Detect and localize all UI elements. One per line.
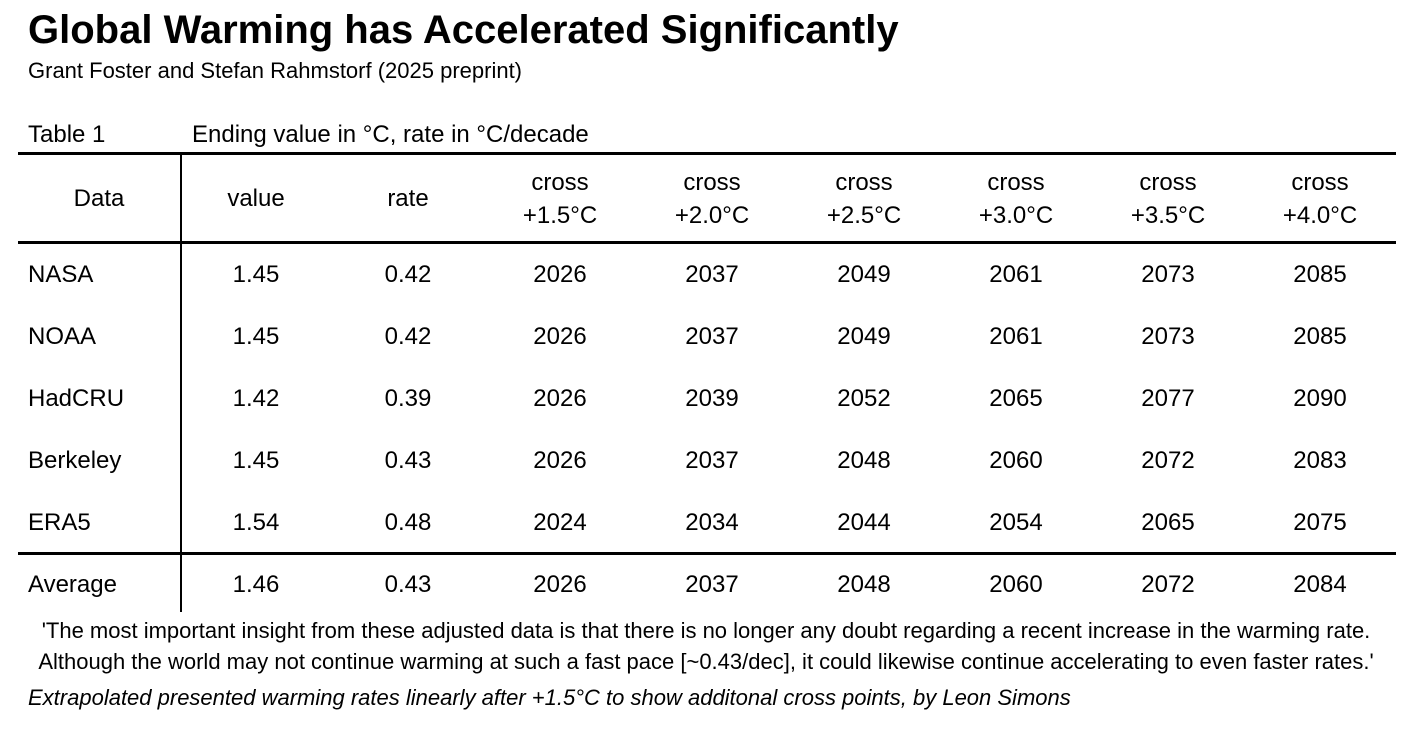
quote-line: 'The most important insight from these a… <box>41 618 1371 643</box>
data-cell: 1.42 <box>232 385 280 412</box>
data-cell: 2075 <box>1293 509 1347 536</box>
data-cell: 0.39 <box>384 385 432 412</box>
column-header-text: value <box>227 185 285 212</box>
column-header-text: cross <box>1139 168 1197 196</box>
data-cell: 2037 <box>685 323 739 350</box>
row-label: NOAA <box>28 323 97 350</box>
column-header-text: cross <box>531 168 589 196</box>
data-cell: 2060 <box>989 447 1043 474</box>
table-row-average: Average 1.46 0.43 2026 2037 2048 2060 20… <box>18 556 1396 614</box>
column-header-text: +3.0°C <box>978 201 1054 229</box>
data-cell: 2034 <box>685 509 739 536</box>
table-row: HadCRU 1.42 0.39 2026 2039 2052 2065 2077 2090 <box>18 368 1396 430</box>
column-header-data: Data <box>18 182 180 215</box>
table-body: NASA 1.45 0.42 2026 2037 2049 2061 2073 2085 NOAA… <box>18 244 1396 554</box>
data-cell: 2026 <box>533 447 587 474</box>
data-cell: 2083 <box>1293 447 1347 474</box>
column-header-value: value <box>180 182 332 215</box>
column-header-text: Data <box>73 185 125 212</box>
data-cell: 2052 <box>837 385 891 412</box>
column-header-cross-1-5: cross +1.5°C <box>484 166 636 232</box>
column-header-text: +2.5°C <box>826 201 902 229</box>
data-cell: 2049 <box>837 323 891 350</box>
rule-above-average <box>18 552 1396 555</box>
data-cell: 2090 <box>1293 385 1347 412</box>
data-cell: 2024 <box>533 509 587 536</box>
row-label: NASA <box>28 261 94 288</box>
table-vertical-divider <box>180 155 182 612</box>
column-header-text: +3.5°C <box>1130 201 1206 229</box>
column-header-text: cross <box>683 168 741 196</box>
data-cell: 2048 <box>837 571 891 598</box>
row-label: Average <box>28 571 117 598</box>
data-cell: 2054 <box>989 509 1043 536</box>
rule-below-header <box>18 241 1396 244</box>
data-cell: 0.43 <box>384 447 432 474</box>
column-header-text: +1.5°C <box>522 201 598 229</box>
data-cell: 2044 <box>837 509 891 536</box>
data-cell: 2065 <box>1141 509 1195 536</box>
data-cell: 2039 <box>685 385 739 412</box>
data-cell: 1.45 <box>232 323 280 350</box>
column-header-text: +4.0°C <box>1282 201 1358 229</box>
data-cell: 2026 <box>533 323 587 350</box>
data-cell: 1.46 <box>232 571 280 598</box>
footnote: Extrapolated presented warming rates lin… <box>28 685 1071 710</box>
data-cell: 2048 <box>837 447 891 474</box>
table-row: Berkeley 1.45 0.43 2026 2037 2048 2060 2072 2083 <box>18 430 1396 492</box>
quote-block: 'The most important insight from these a… <box>0 615 1412 677</box>
table-row: ERA5 1.54 0.48 2024 2034 2044 2054 2065 2075 <box>18 492 1396 554</box>
data-cell: 2026 <box>533 261 587 288</box>
data-cell: 2072 <box>1141 447 1195 474</box>
table-row: NASA 1.45 0.42 2026 2037 2049 2061 2073 2085 <box>18 244 1396 306</box>
data-cell: 0.48 <box>384 509 432 536</box>
column-header-rate: rate <box>332 182 484 215</box>
data-cell: 2037 <box>685 447 739 474</box>
data-cell: 2084 <box>1293 571 1347 598</box>
table-label: Table 1 <box>28 121 106 148</box>
row-label: ERA5 <box>28 509 91 536</box>
data-cell: 2077 <box>1141 385 1195 412</box>
column-header-cross-2-5: cross +2.5°C <box>788 166 940 232</box>
data-cell: 2073 <box>1141 323 1195 350</box>
data-cell: 2085 <box>1293 323 1347 350</box>
data-cell: 2061 <box>989 261 1043 288</box>
data-cell: 1.54 <box>232 509 280 536</box>
data-cell: 2061 <box>989 323 1043 350</box>
data-cell: 2026 <box>533 385 587 412</box>
data-cell: 2072 <box>1141 571 1195 598</box>
data-cell: 2049 <box>837 261 891 288</box>
column-header-text: cross <box>987 168 1045 196</box>
column-header-cross-3-5: cross +3.5°C <box>1092 166 1244 232</box>
data-cell: 1.45 <box>232 447 280 474</box>
data-cell: 2073 <box>1141 261 1195 288</box>
data-cell: 0.43 <box>384 571 432 598</box>
data-cell: 2037 <box>685 571 739 598</box>
data-cell: 2026 <box>533 571 587 598</box>
data-cell: 0.42 <box>384 323 432 350</box>
column-header-text: rate <box>387 185 429 212</box>
rule-top <box>18 152 1396 155</box>
column-header-text: cross <box>1291 168 1349 196</box>
column-header-cross-2-0: cross +2.0°C <box>636 166 788 232</box>
quote-line: Although the world may not continue warm… <box>38 649 1374 674</box>
table-row: NOAA 1.45 0.42 2026 2037 2049 2061 2073 2085 <box>18 306 1396 368</box>
column-header-cross-3-0: cross +3.0°C <box>940 166 1092 232</box>
data-cell: 2060 <box>989 571 1043 598</box>
data-cell: 0.42 <box>384 261 432 288</box>
page-subtitle: Grant Foster and Stefan Rahmstorf (2025 … <box>28 58 523 83</box>
data-cell: 2085 <box>1293 261 1347 288</box>
data-cell: 2065 <box>989 385 1043 412</box>
row-label: HadCRU <box>28 385 125 412</box>
table-caption: Ending value in °C, rate in °C/decade <box>192 121 589 148</box>
page-title: Global Warming has Accelerated Significa… <box>28 8 899 52</box>
column-header-cross-4-0: cross +4.0°C <box>1244 166 1396 232</box>
table-header-row: Data value rate cross +1.5°C cross +2.0°… <box>18 156 1396 241</box>
data-cell: 2037 <box>685 261 739 288</box>
row-label: Berkeley <box>28 447 122 474</box>
column-header-text: cross <box>835 168 893 196</box>
column-header-text: +2.0°C <box>674 201 750 229</box>
data-cell: 1.45 <box>232 261 280 288</box>
